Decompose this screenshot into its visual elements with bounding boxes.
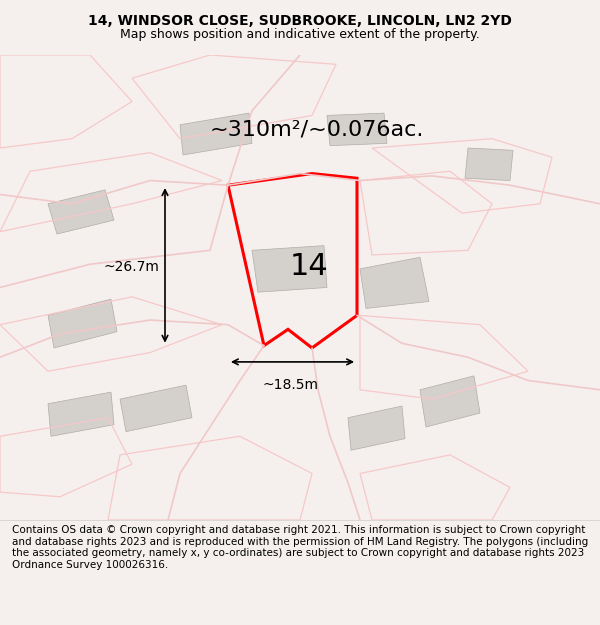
Polygon shape: [48, 392, 114, 436]
Polygon shape: [180, 113, 252, 155]
Text: 14, WINDSOR CLOSE, SUDBROOKE, LINCOLN, LN2 2YD: 14, WINDSOR CLOSE, SUDBROOKE, LINCOLN, L…: [88, 14, 512, 28]
Polygon shape: [48, 299, 117, 348]
Polygon shape: [120, 385, 192, 432]
Polygon shape: [420, 376, 480, 427]
Text: ~26.7m: ~26.7m: [103, 259, 159, 274]
Polygon shape: [327, 113, 387, 146]
Polygon shape: [252, 246, 327, 292]
Polygon shape: [465, 148, 513, 181]
Text: Map shows position and indicative extent of the property.: Map shows position and indicative extent…: [120, 28, 480, 41]
Text: ~18.5m: ~18.5m: [263, 378, 319, 392]
Polygon shape: [48, 190, 114, 234]
Text: Contains OS data © Crown copyright and database right 2021. This information is : Contains OS data © Crown copyright and d…: [12, 525, 588, 570]
Polygon shape: [360, 258, 429, 308]
Text: 14: 14: [290, 252, 328, 281]
Text: ~310m²/~0.076ac.: ~310m²/~0.076ac.: [210, 119, 424, 139]
Polygon shape: [348, 406, 405, 450]
